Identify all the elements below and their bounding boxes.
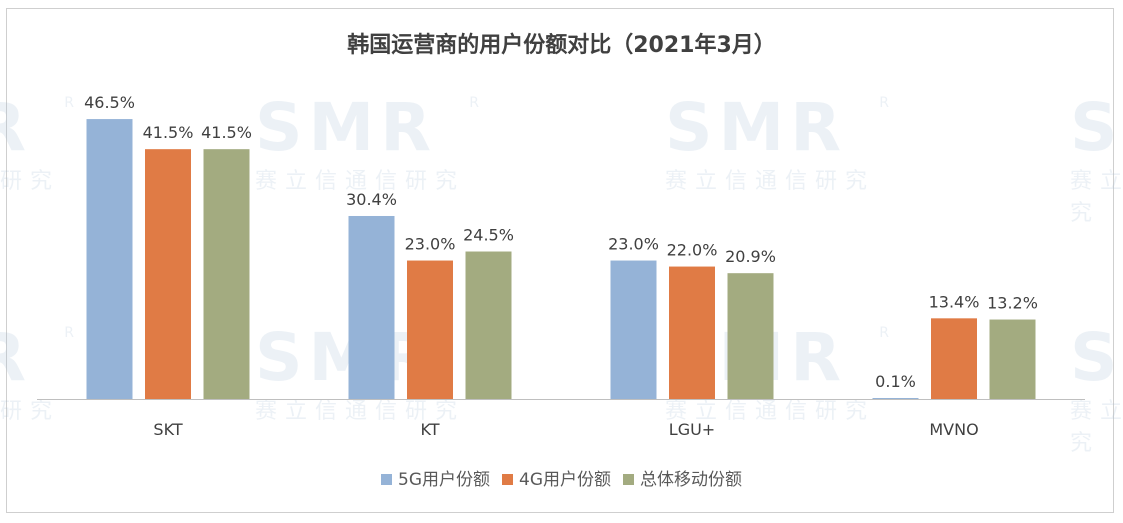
data-label: 30.4%	[346, 190, 397, 209]
category-label: LGU+	[669, 420, 715, 439]
bar	[465, 251, 512, 399]
data-label: 41.5%	[143, 123, 194, 142]
bar	[669, 266, 715, 399]
legend: 5G用户份额 4G用户份额 总体移动份额	[0, 465, 1123, 490]
legend-label: 总体移动份额	[640, 470, 742, 490]
bar	[145, 149, 191, 399]
category-label: KT	[420, 420, 439, 439]
bar	[931, 318, 977, 399]
data-label: 24.5%	[463, 226, 514, 245]
bar	[203, 149, 250, 399]
legend-label: 5G用户份额	[398, 470, 490, 490]
legend-swatch	[502, 474, 513, 485]
legend-item: 总体移动份额	[623, 465, 742, 490]
data-label: 22.0%	[667, 241, 718, 260]
bar	[348, 215, 395, 399]
bar	[872, 398, 919, 399]
data-label: 20.9%	[725, 247, 776, 266]
category-label: MVNO	[929, 420, 978, 439]
data-label: 13.4%	[929, 292, 980, 311]
bar	[86, 119, 133, 399]
data-label: 46.5%	[84, 93, 135, 112]
bar	[989, 319, 1036, 399]
legend-item: 4G用户份额	[502, 465, 611, 490]
data-label: 41.5%	[201, 123, 252, 142]
bar	[727, 273, 774, 399]
category-label: SKT	[153, 420, 182, 439]
data-label: 23.0%	[608, 235, 659, 254]
legend-swatch	[381, 474, 392, 485]
data-label: 13.2%	[987, 294, 1038, 313]
bar	[407, 260, 453, 399]
data-label: 23.0%	[405, 235, 456, 254]
legend-label: 4G用户份额	[519, 470, 611, 490]
data-label: 0.1%	[875, 372, 916, 391]
legend-swatch	[623, 474, 634, 485]
legend-item: 5G用户份额	[381, 465, 490, 490]
chart-title: 韩国运营商的用户份额对比（2021年3月）	[347, 33, 776, 58]
bar	[610, 260, 657, 399]
